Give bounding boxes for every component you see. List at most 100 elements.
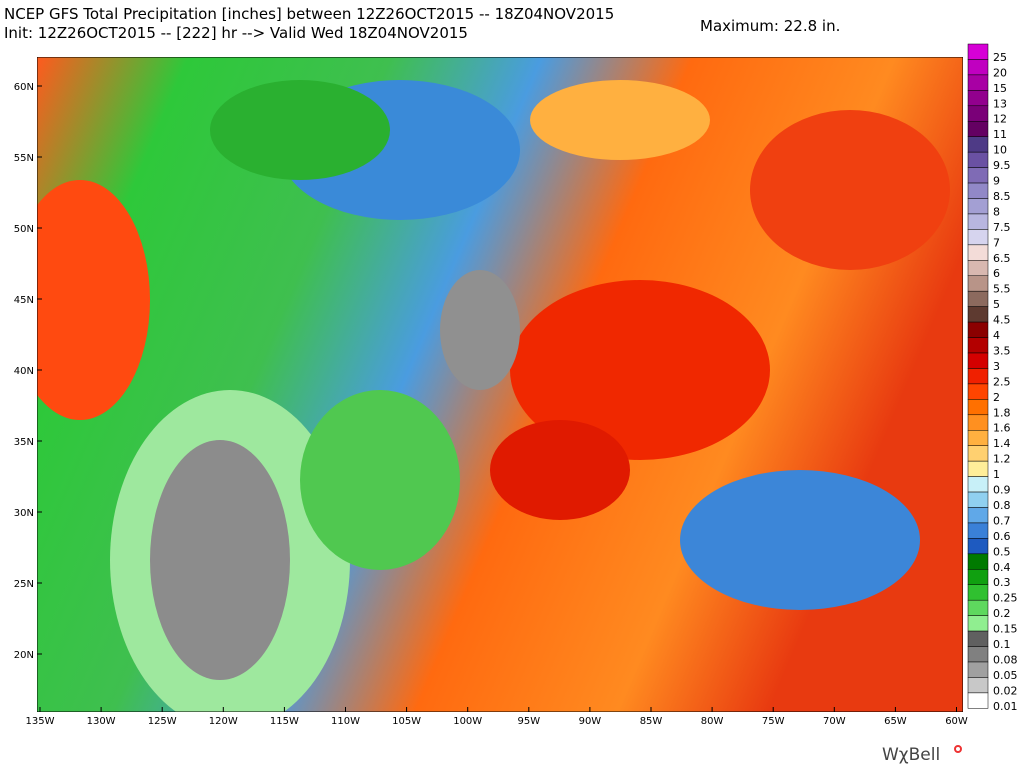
color-swatch: [967, 476, 989, 493]
color-swatch: [967, 74, 989, 91]
latitude-label: 35N: [14, 437, 34, 448]
color-swatch: [967, 430, 989, 446]
longitude-label: 105W: [392, 716, 421, 727]
color-swatch: [967, 677, 989, 694]
color-swatch: [967, 43, 989, 60]
longitude-label: 95W: [517, 716, 540, 727]
longitude-label: 125W: [148, 716, 177, 727]
longitude-label: 75W: [762, 716, 785, 727]
level-label: 0.2: [993, 607, 1011, 620]
color-swatch: [967, 522, 989, 539]
latitude-label: 45N: [14, 295, 34, 306]
color-swatch: [967, 646, 989, 663]
level-label: 15: [993, 82, 1007, 95]
color-swatch: [967, 136, 989, 153]
level-label: 0.1: [993, 638, 1011, 651]
level-label: 5.5: [993, 283, 1011, 296]
level-label: 7.5: [993, 221, 1011, 234]
map: [37, 57, 963, 712]
color-swatch: [967, 321, 989, 338]
color-swatch: [967, 290, 989, 307]
color-swatch: [967, 692, 989, 709]
color-swatch: [967, 491, 989, 508]
level-label: 0.3: [993, 576, 1011, 589]
level-label: 0.02: [993, 684, 1018, 697]
longitude-label: 65W: [884, 716, 907, 727]
level-label: 0.8: [993, 499, 1011, 512]
longitude-label: 135W: [26, 716, 55, 727]
level-label: 6.5: [993, 252, 1011, 265]
level-label: 3: [993, 360, 1000, 373]
level-label: 9: [993, 175, 1000, 188]
subtitle: Init: 12Z26OCT2015 -- [222] hr --> Valid…: [4, 24, 468, 42]
level-label: 20: [993, 66, 1007, 79]
maximum: Maximum: 22.8 in.: [700, 17, 840, 35]
color-swatch: [967, 460, 989, 477]
level-label: 1.8: [993, 406, 1011, 419]
color-swatch: [967, 368, 989, 385]
color-swatch: [967, 399, 989, 416]
color-swatch: [967, 414, 989, 431]
level-label: 0.7: [993, 514, 1011, 527]
color-swatch: [967, 599, 989, 616]
level-label: 0.25: [993, 592, 1018, 605]
color-swatch: [967, 275, 989, 292]
color-swatch: [967, 538, 989, 555]
longitude-label: 120W: [209, 716, 238, 727]
color-swatch: [967, 244, 989, 261]
level-label: 0.9: [993, 484, 1011, 497]
longitude-label: 130W: [87, 716, 116, 727]
color-swatch: [967, 151, 989, 168]
level-label: 8: [993, 205, 1000, 218]
colorbar: 252015131211109.598.587.576.565.554.543.…: [967, 43, 1018, 713]
level-label: 1.6: [993, 422, 1011, 435]
level-label: 7: [993, 236, 1000, 249]
color-swatch: [967, 121, 989, 137]
level-label: 8.5: [993, 190, 1011, 203]
latitude-label: 55N: [14, 153, 34, 164]
level-label: 25: [993, 51, 1007, 64]
latitude-label: 50N: [14, 224, 34, 235]
color-swatch: [967, 337, 989, 354]
level-label: 12: [993, 113, 1007, 126]
level-label: 4.5: [993, 314, 1011, 327]
level-label: 6: [993, 267, 1000, 280]
logo-dot: [954, 745, 962, 753]
level-label: 2.5: [993, 375, 1011, 388]
color-swatch: [967, 229, 989, 246]
color-swatch: [967, 90, 989, 107]
latitude-label: 30N: [14, 508, 34, 519]
longitude-label: 90W: [579, 716, 602, 727]
level-label: 2: [993, 391, 1000, 404]
longitude-label: 60W: [945, 716, 968, 727]
level-label: 1.2: [993, 453, 1011, 466]
longitude-label: 80W: [701, 716, 724, 727]
title: NCEP GFS Total Precipitation [inches] be…: [4, 5, 614, 23]
longitude-label: 110W: [331, 716, 360, 727]
color-swatch: [967, 507, 989, 524]
level-label: 5: [993, 298, 1000, 311]
level-label: 4: [993, 329, 1000, 342]
color-swatch: [967, 260, 989, 276]
level-label: 0.08: [993, 653, 1018, 666]
level-label: 0.01: [993, 700, 1018, 713]
color-swatch: [967, 615, 989, 632]
color-swatch: [967, 661, 989, 678]
longitude-label: 85W: [640, 716, 663, 727]
color-swatch: [967, 105, 989, 122]
map-labels: 60N 55N 50N 45N 40N 35N 30N 25N 20N 135W 130W 125W 1…: [14, 82, 968, 727]
level-label: 0.15: [993, 623, 1018, 636]
latitude-label: 20N: [14, 650, 34, 661]
level-label: 9.5: [993, 159, 1011, 172]
longitude-label: 70W: [823, 716, 846, 727]
latitude-label: 60N: [14, 82, 34, 93]
color-swatch: [967, 59, 989, 76]
level-label: 0.6: [993, 530, 1011, 543]
level-label: 1.4: [993, 437, 1011, 450]
latitude-label: 25N: [14, 579, 34, 590]
level-label: 0.05: [993, 669, 1018, 682]
color-swatch: [967, 198, 989, 215]
longitude-label: 100W: [453, 716, 482, 727]
level-label: 13: [993, 97, 1007, 110]
